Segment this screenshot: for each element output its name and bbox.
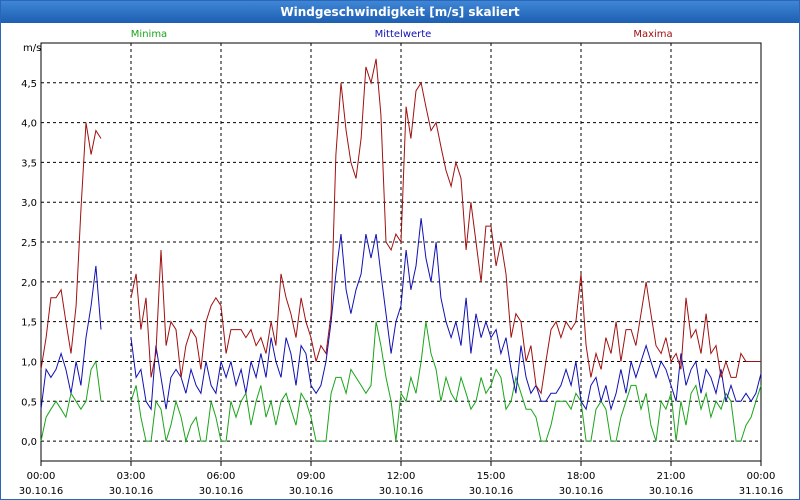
series-line-maxima bbox=[130, 58, 761, 395]
legend-mittelwerte: Mittelwerte bbox=[375, 29, 432, 40]
y-tick-label: 4,0 bbox=[21, 119, 37, 130]
series-line-minima bbox=[130, 321, 762, 444]
x-tick-time: 18:00 bbox=[567, 471, 596, 482]
y-axis-label: m/s bbox=[23, 43, 41, 54]
y-tick-label: 1,5 bbox=[21, 318, 37, 329]
y-tick-label: 0,5 bbox=[21, 397, 37, 408]
y-tick-label: 3,0 bbox=[21, 198, 37, 209]
x-tick-date: 30.10.16 bbox=[469, 486, 514, 497]
series-line-mittelwerte bbox=[130, 218, 762, 412]
series-line-mittelwerte bbox=[40, 265, 102, 410]
y-tick-label: 0,0 bbox=[21, 437, 37, 448]
y-tick-label: 3,5 bbox=[21, 158, 37, 169]
x-tick-date: 30.10.16 bbox=[379, 486, 424, 497]
y-tick-label: 2,0 bbox=[21, 278, 37, 289]
legend-minima: Minima bbox=[131, 29, 167, 40]
y-tick-label: 1,0 bbox=[21, 357, 37, 368]
x-tick-time: 03:00 bbox=[117, 471, 146, 482]
x-tick-date: 30.10.16 bbox=[289, 486, 334, 497]
x-tick-date: 30.10.16 bbox=[109, 486, 154, 497]
x-tick-date: 31.10.16 bbox=[739, 486, 784, 497]
x-tick-date: 30.10.16 bbox=[19, 486, 64, 497]
x-tick-date: 30.10.16 bbox=[199, 486, 244, 497]
x-tick-time: 09:00 bbox=[297, 471, 326, 482]
x-tick-date: 30.10.16 bbox=[559, 486, 604, 497]
window-title: Windgeschwindigkeit [m/s] skaliert bbox=[1, 1, 799, 23]
x-tick-time: 06:00 bbox=[207, 471, 236, 482]
x-tick-time: 21:00 bbox=[657, 471, 686, 482]
x-tick-time: 00:00 bbox=[27, 471, 56, 482]
x-tick-time: 00:00 bbox=[747, 471, 776, 482]
legend-maxima: Maxima bbox=[633, 29, 672, 40]
y-tick-label: 2,5 bbox=[21, 238, 37, 249]
x-tick-time: 15:00 bbox=[477, 471, 506, 482]
x-tick-date: 30.10.16 bbox=[649, 486, 694, 497]
x-tick-time: 12:00 bbox=[387, 471, 416, 482]
series-line-maxima bbox=[40, 122, 102, 370]
y-tick-label: 4,5 bbox=[21, 79, 37, 90]
